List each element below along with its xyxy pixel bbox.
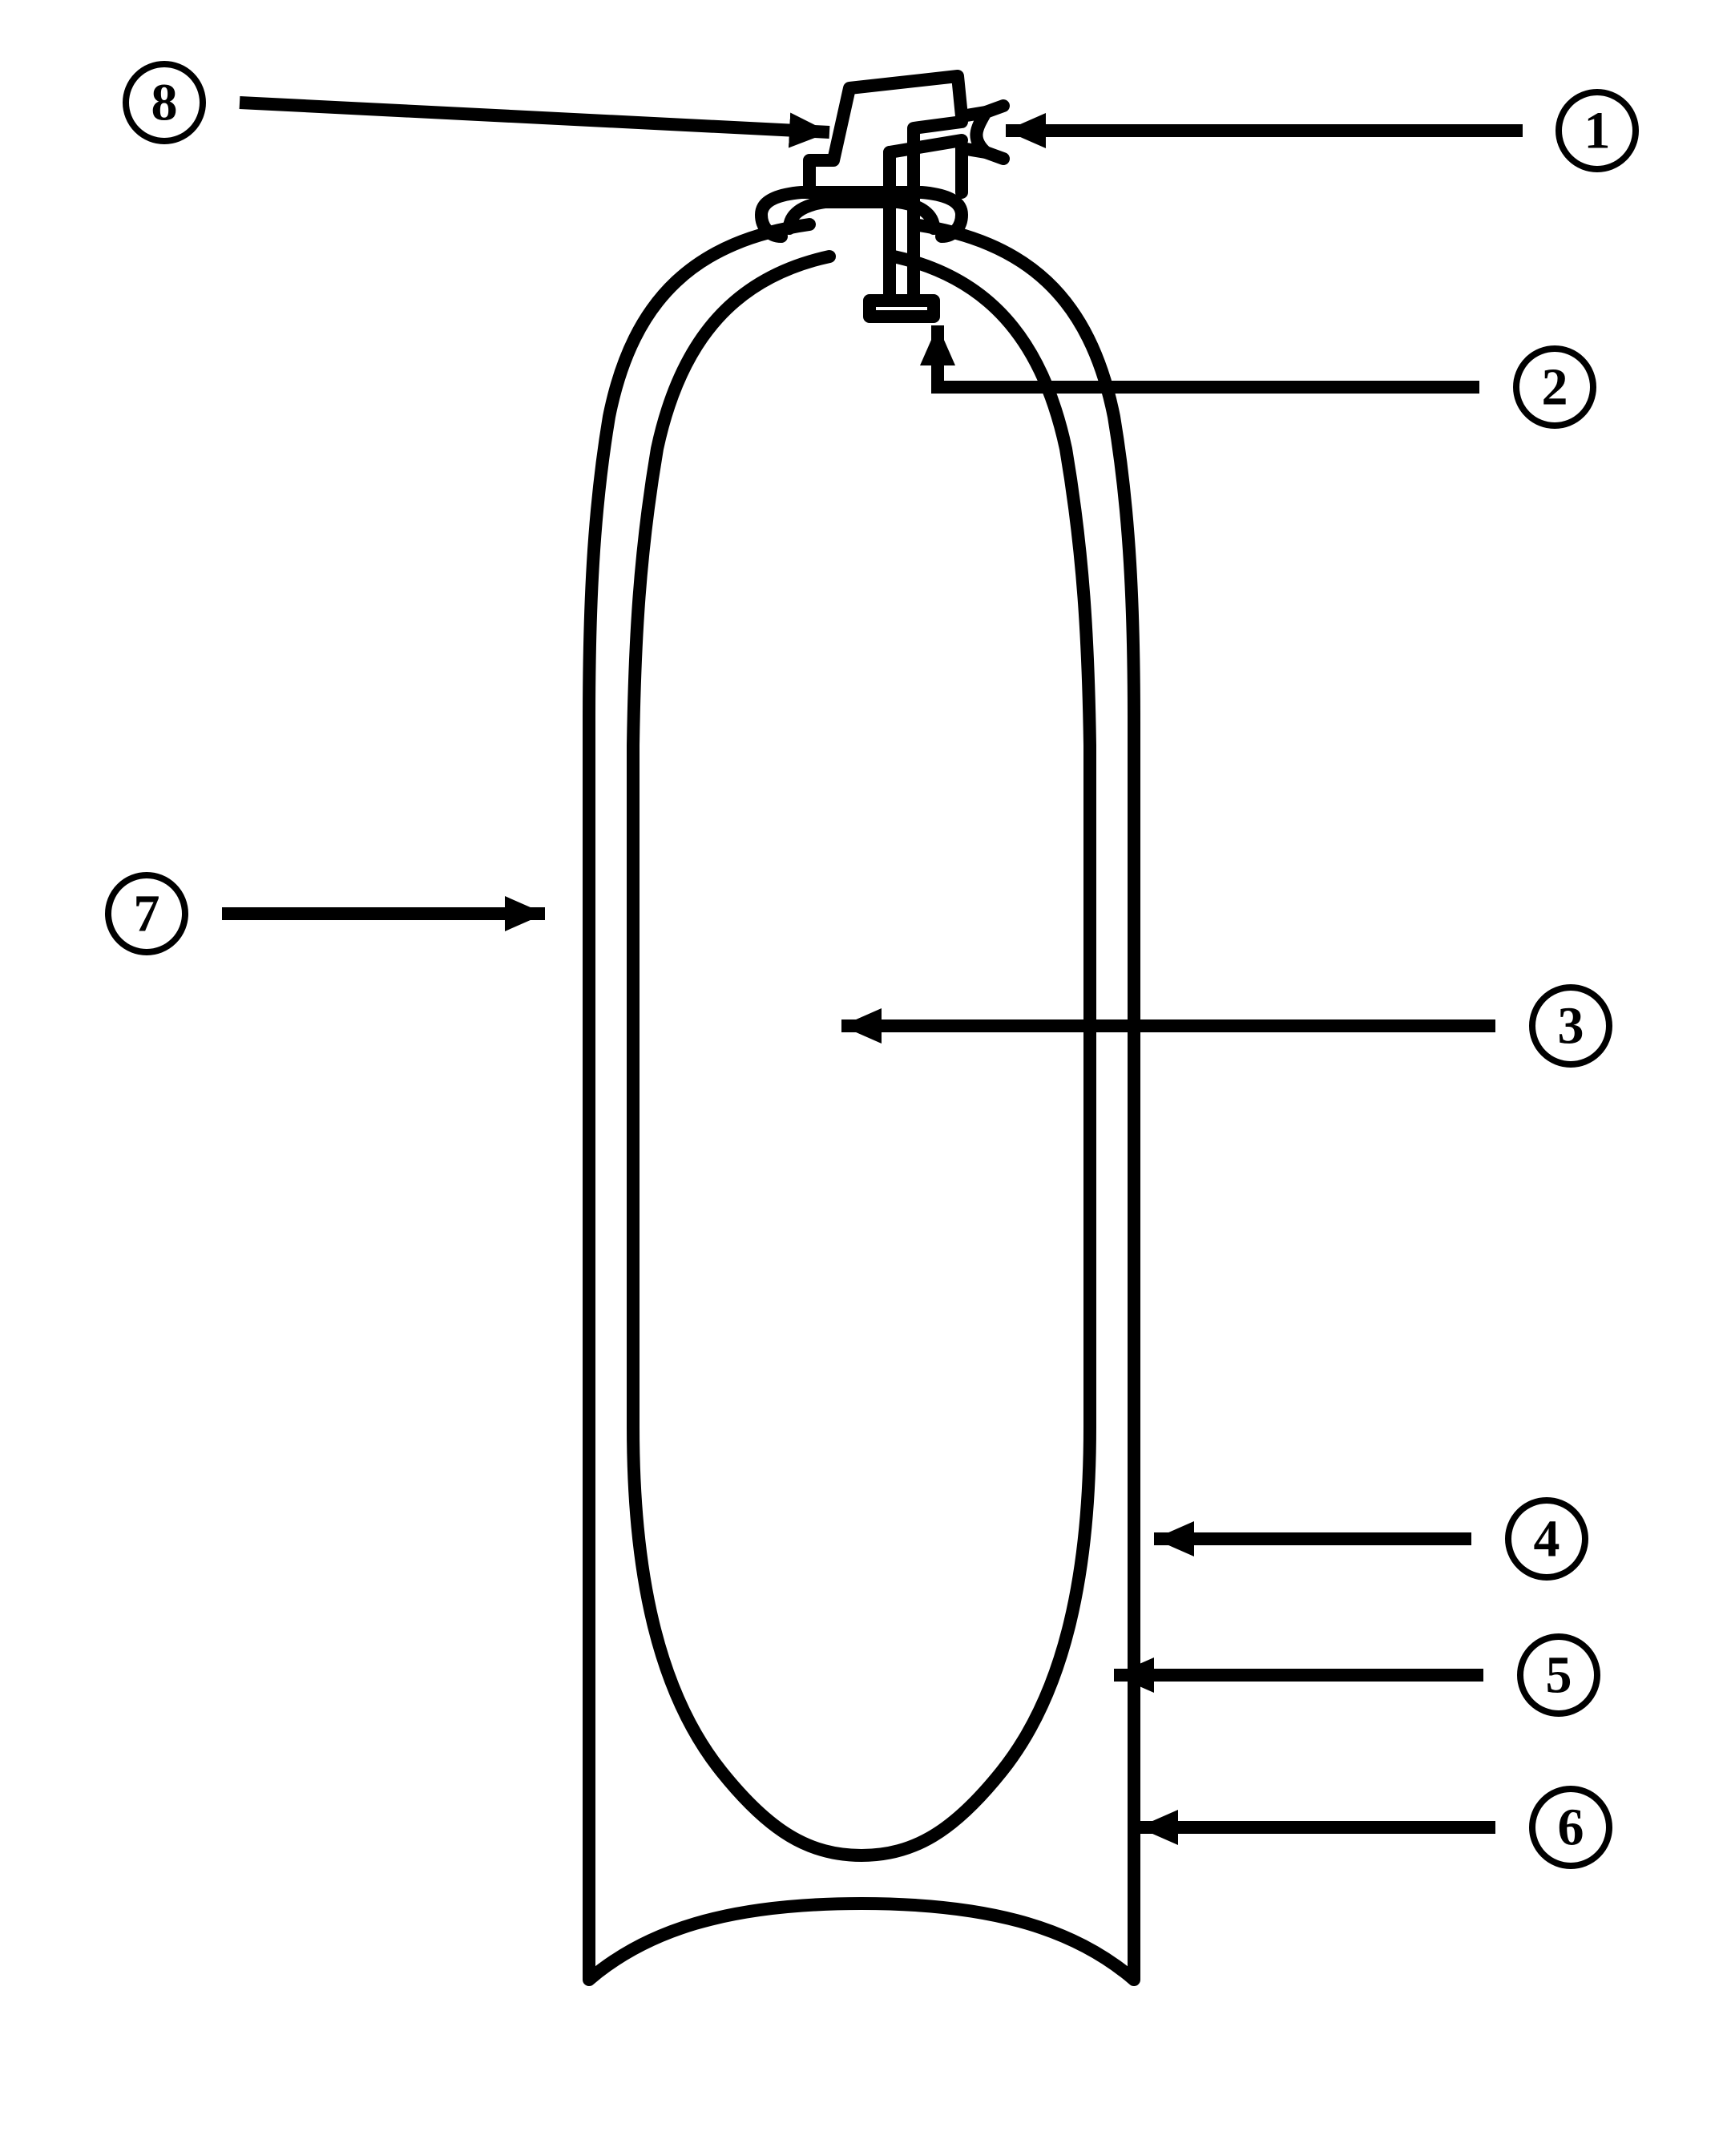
callout-8-label: 8	[151, 74, 178, 132]
callout-6: 6	[1138, 1789, 1609, 1866]
callouts: 1 2 3 4 5 6 7 8	[108, 64, 1636, 1866]
collar-ring	[761, 192, 962, 236]
callout-3: 3	[841, 987, 1609, 1064]
callout-4-label: 4	[1534, 1510, 1560, 1569]
callout-1-label: 1	[1584, 102, 1611, 160]
outer-shell	[589, 224, 1134, 1980]
callout-4: 4	[1154, 1500, 1585, 1577]
actuator-channel	[890, 122, 962, 152]
callout-8-arrow	[240, 103, 829, 132]
inner-bag	[633, 256, 1090, 1855]
callout-5: 5	[1114, 1637, 1597, 1714]
callout-8: 8	[126, 64, 829, 141]
callout-3-label: 3	[1558, 997, 1584, 1056]
callout-1: 1	[1006, 92, 1636, 169]
callout-2-label: 2	[1542, 358, 1568, 417]
callout-7-label: 7	[134, 885, 160, 943]
dip-tube	[870, 152, 934, 317]
nozzle	[986, 106, 1003, 159]
callout-7: 7	[108, 875, 545, 952]
callout-5-label: 5	[1546, 1646, 1572, 1705]
callout-6-label: 6	[1558, 1799, 1584, 1857]
